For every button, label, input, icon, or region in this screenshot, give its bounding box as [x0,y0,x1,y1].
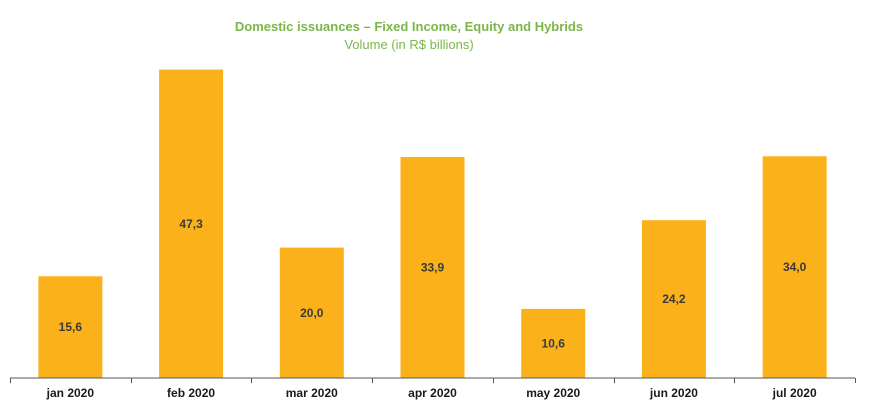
bar-value-label: 34,0 [783,260,807,274]
bar-value-label: 20,0 [300,306,324,320]
x-axis-ticks [10,378,856,383]
bar-value-label: 33,9 [421,260,445,274]
x-tick-label: mar 2020 [286,386,338,400]
x-tick-label: jul 2020 [772,386,817,400]
bar-jul-2020 [762,156,827,378]
bar-jan-2020 [38,276,103,378]
bars-group [38,69,827,378]
x-tick-label: jan 2020 [46,386,95,400]
x-tick-label: may 2020 [526,386,580,400]
x-tick-label: feb 2020 [167,386,215,400]
bar-may-2020 [521,308,586,378]
chart-title: Domestic issuances – Fixed Income, Equit… [235,19,583,34]
x-axis-tick-labels: jan 2020 feb 2020 mar 2020 apr 2020 may 2020… [46,386,817,400]
bar-jun-2020 [641,220,706,378]
bar-apr-2020 [400,156,465,378]
bar-mar-2020 [279,247,344,378]
x-tick-label: jun 2020 [649,386,698,400]
chart-subtitle: Volume (in R$ billions) [344,37,473,52]
bar-value-label: 47,3 [179,217,203,231]
bar-labels-group: 15,6 47,3 20,0 33,9 10,6 24,2 34,0 [59,217,807,351]
bar-feb-2020 [159,69,224,378]
bar-value-label: 15,6 [59,320,83,334]
bar-value-label: 24,2 [662,292,686,306]
bar-value-label: 10,6 [542,336,566,350]
x-tick-label: apr 2020 [408,386,457,400]
